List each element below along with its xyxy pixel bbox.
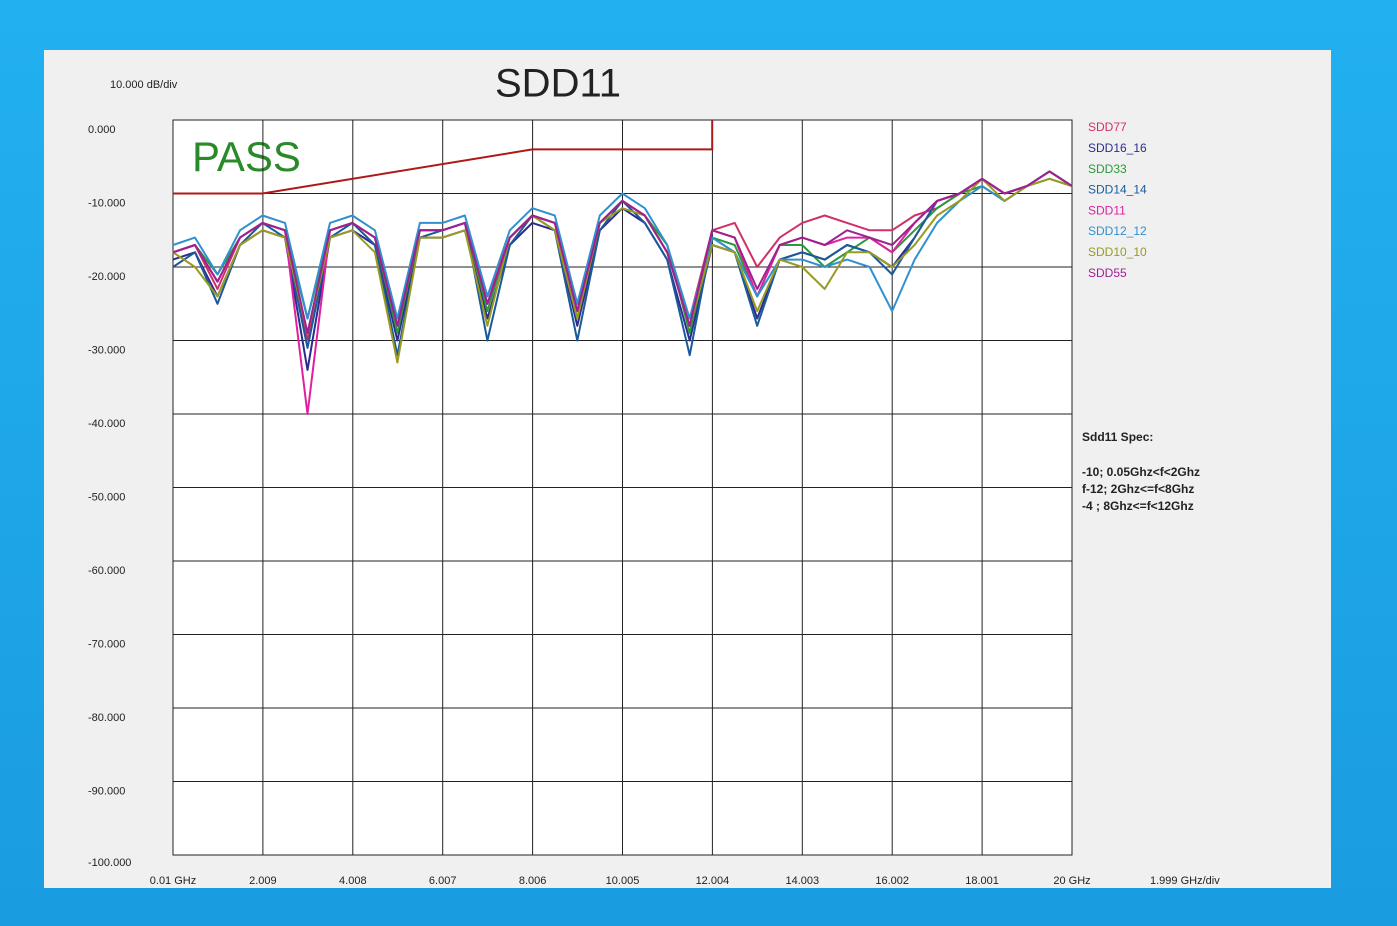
x-tick-label: 4.008 (339, 875, 367, 887)
legend-label: SDD33 (1088, 162, 1127, 176)
legend-label: SDD10_10 (1088, 245, 1147, 259)
y-scale-label: 10.000 dB/div (110, 79, 178, 91)
y-tick-label: -100.000 (88, 857, 131, 869)
x-tick-label: 0.01 GHz (150, 875, 196, 887)
y-tick-label: -60.000 (88, 565, 125, 577)
y-tick-label: -70.000 (88, 638, 125, 650)
x-tick-label: 14.003 (785, 875, 819, 887)
legend-label: SDD16_16 (1088, 141, 1147, 155)
y-tick-label: -30.000 (88, 344, 125, 356)
legend-label: SDD11 (1088, 203, 1126, 217)
spec-title: Sdd11 Spec: (1082, 430, 1153, 444)
x-tick-label: 20 GHz (1053, 875, 1090, 887)
x-tick-label: 2.009 (249, 875, 277, 887)
series-line (172, 170, 1073, 320)
x-tick-label: 10.005 (606, 875, 640, 887)
series-line (172, 170, 1073, 335)
series-line (172, 177, 1073, 364)
spec-line: -10; 0.05Ghz<f<2Ghz (1082, 465, 1200, 479)
legend-label: SDD77 (1088, 120, 1127, 134)
status: PASS (192, 133, 301, 180)
x-tick-label: 18.001 (965, 875, 999, 887)
x-tick-label: 6.007 (429, 875, 457, 887)
x-tick-label: 8.006 (519, 875, 547, 887)
y-tick-label: -80.000 (88, 712, 125, 724)
chart-title: SDD11 (495, 62, 621, 106)
legend-label: SDD55 (1088, 266, 1127, 280)
y-tick-label: -90.000 (88, 785, 125, 797)
spec-line: f-12; 2Ghz<=f<8Ghz (1082, 482, 1194, 496)
y-tick-label: -50.000 (88, 491, 125, 503)
x-scale-label: 1.999 GHz/div (1150, 875, 1220, 887)
y-tick-label: -20.000 (88, 271, 125, 283)
y-tick-label: -40.000 (88, 418, 125, 430)
y-tick-label: -10.000 (88, 197, 125, 209)
y-tick-label: 0.000 (88, 124, 116, 136)
spec-line: -4 ; 8Ghz<=f<12Ghz (1082, 499, 1194, 513)
legend-label: SDD12_12 (1088, 224, 1147, 238)
legend-label: SDD14_14 (1088, 183, 1147, 197)
x-tick-label: 16.002 (875, 875, 909, 887)
x-tick-label: 12.004 (696, 875, 730, 887)
limit-line (173, 120, 714, 195)
